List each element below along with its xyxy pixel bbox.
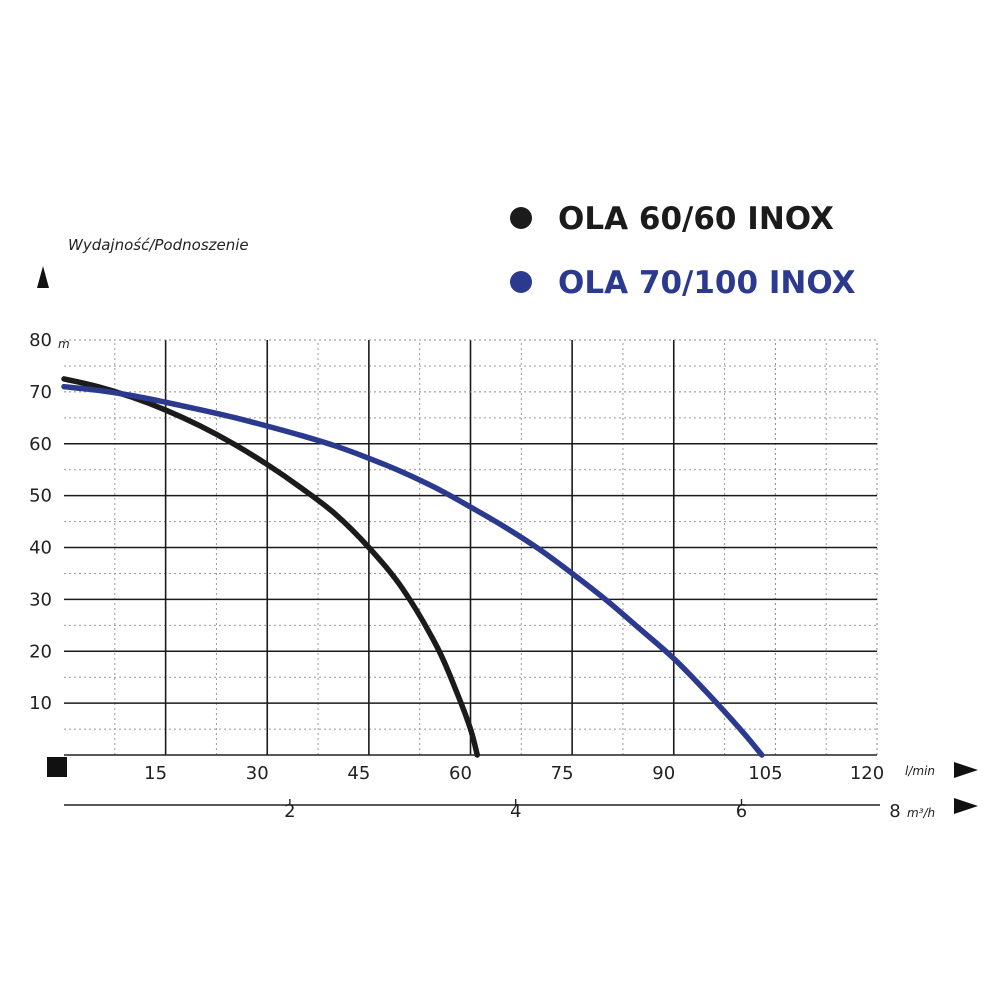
x-tick-label: 45 — [347, 763, 370, 784]
legend-marker — [510, 207, 532, 229]
grid — [64, 339, 878, 755]
y-tick-label: 30 — [29, 589, 52, 610]
tick-labels: 15 30 45 60 75 90 105 120 10 20 30 40 50 60 70 80 2 4 6 8 — [29, 330, 901, 822]
y-tick-label: 70 — [29, 382, 52, 403]
x-tick-label: 60 — [449, 763, 472, 784]
y-axis-label: Wydajność/Podnoszenie — [68, 236, 249, 254]
series-line — [61, 376, 481, 758]
x-tick-label: 75 — [551, 763, 574, 784]
series — [61, 376, 765, 758]
legend-marker — [510, 271, 532, 293]
secondary-x-axis-arrow-icon — [954, 798, 978, 814]
x-tick-label: 120 — [850, 763, 884, 784]
secondary-x-tick-label: 6 — [736, 801, 747, 822]
y-tick-label: 50 — [29, 486, 52, 507]
secondary-x-tick-label: 4 — [510, 801, 521, 822]
x-tick-label: 15 — [144, 763, 167, 784]
legend-label: OLA 70/100 INOX — [558, 265, 856, 301]
series-line — [61, 383, 765, 758]
axes: l/min m³/h m Wydajność/Podnoszenie — [37, 236, 978, 820]
x-tick-label: 90 — [652, 763, 675, 784]
legend-label: OLA 60/60 INOX — [558, 201, 834, 237]
y-axis-unit: m — [58, 337, 70, 351]
legend: OLA 60/60 INOX OLA 70/100 INOX — [510, 201, 856, 301]
x-tick-label: 30 — [246, 763, 269, 784]
secondary-x-tick-label: 8 — [889, 801, 900, 822]
y-axis-arrow-icon — [37, 266, 49, 288]
origin-square-marker — [47, 757, 67, 777]
y-tick-label: 60 — [29, 434, 52, 455]
y-tick-label: 10 — [29, 693, 52, 714]
y-tick-label: 80 — [29, 330, 52, 351]
secondary-x-axis-unit: m³/h — [907, 806, 935, 820]
y-tick-label: 20 — [29, 641, 52, 662]
x-tick-label: 105 — [748, 763, 782, 784]
x-axis-unit: l/min — [905, 764, 935, 778]
x-axis-arrow-icon — [954, 762, 978, 778]
y-tick-label: 40 — [29, 538, 52, 559]
secondary-x-tick-label: 2 — [284, 801, 295, 822]
